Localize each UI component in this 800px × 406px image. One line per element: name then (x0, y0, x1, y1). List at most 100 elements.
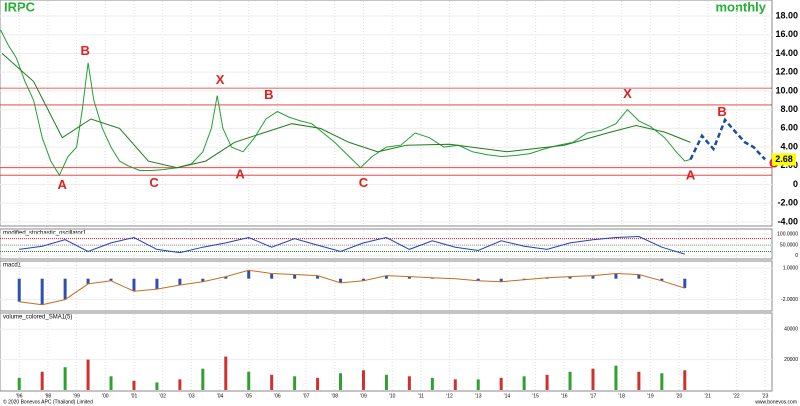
volume-bar (17, 377, 21, 390)
macd-bar (316, 275, 320, 279)
volume-bar (384, 374, 388, 390)
volume-bar (339, 373, 343, 390)
x-tick-label: '17 (590, 393, 597, 399)
x-tick-label: '14 (504, 393, 511, 399)
macd-bar (178, 278, 182, 285)
x-tick-label: '13 (475, 393, 482, 399)
y-tick-label: 0 (795, 253, 798, 259)
macd-bar (476, 278, 480, 281)
x-tick-label: '05 (245, 393, 252, 399)
y-tick-label: 18.00 (775, 10, 798, 20)
macd-bar (86, 278, 90, 284)
macd-bar (109, 278, 113, 281)
volume-bar (683, 370, 687, 390)
volume-panel (0, 312, 773, 392)
wave-label: C (149, 175, 159, 190)
panel-label: macd1 (3, 263, 22, 269)
wave-label: B (717, 104, 726, 119)
volume-bar (201, 368, 205, 390)
volume-bar (361, 370, 365, 390)
stochastic-line (19, 235, 685, 255)
y-tick-label: 50.0000 (780, 242, 798, 248)
y-tick-label: 8.00 (780, 104, 798, 114)
x-tick-label: '07 (303, 393, 310, 399)
volume-bar (224, 356, 228, 390)
footer: © 2020 Bonevos APC (Thailand) Limited (3, 398, 93, 405)
volume-bar (316, 377, 320, 390)
y-tick-label: -4.00 (777, 216, 798, 226)
footer-link: www.bonevos.com (755, 399, 797, 405)
macd-bar (637, 274, 641, 279)
x-tick-label: '16 (561, 393, 568, 399)
y-tick-label: 20000 (784, 357, 798, 363)
volume-bar (522, 376, 526, 390)
volume-bar (155, 382, 159, 390)
wave-label: B (264, 87, 273, 102)
x-tick-label: '96 (16, 393, 23, 399)
macd-bar (132, 278, 136, 292)
x-tick-label: '99 (73, 393, 80, 399)
chart-subtitle: monthly (715, 0, 766, 14)
volume-bar (247, 371, 251, 390)
macd-bar (40, 278, 44, 305)
y-tick-label: 4.00 (780, 141, 798, 151)
macd-bar (155, 278, 159, 290)
volume-bar (293, 376, 297, 390)
wave-label: X (216, 72, 225, 87)
x-tick-label: '21 (704, 393, 711, 399)
volume-bar (591, 368, 595, 390)
volume-bar (568, 371, 572, 390)
macd-bar (499, 278, 503, 282)
main-panel (0, 0, 773, 227)
macd-bar (361, 278, 365, 281)
price-tag (772, 153, 796, 166)
macd-bar (568, 276, 572, 279)
x-tick-label: '08 (332, 393, 339, 399)
macd-bar (339, 278, 343, 283)
macd-bar (201, 278, 205, 282)
macd-panel (0, 260, 773, 312)
macd-bar (293, 274, 297, 279)
volume-bar (270, 374, 274, 390)
y-tick-label: 40000 (784, 327, 798, 333)
wave-label: A (58, 177, 68, 192)
stochastic-panel (0, 228, 773, 260)
volume-bar (476, 379, 480, 390)
macd-bar (683, 278, 687, 289)
price-line (0, 29, 691, 177)
panel-label: modified_stochastic_oscillator1 (3, 231, 87, 237)
macd-bar (63, 278, 67, 300)
x-tick-label: '15 (532, 393, 539, 399)
volume-bar (453, 379, 457, 390)
y-tick-label: 14.00 (775, 48, 798, 58)
macd-bar (384, 275, 388, 279)
x-tick-label: '03 (188, 393, 195, 399)
x-tick-label: '02 (159, 393, 166, 399)
volume-bar (132, 380, 136, 390)
volume-bar (545, 374, 549, 390)
volume-bar (63, 367, 67, 390)
x-tick-label: '20 (676, 393, 683, 399)
x-tick-label: '19 (647, 393, 654, 399)
y-tick-label: 0 (793, 179, 798, 189)
volume-bar (430, 377, 434, 390)
x-tick-label: '22 (733, 393, 740, 399)
y-tick-label: 1.0000 (783, 266, 799, 272)
macd-bar (660, 278, 664, 281)
x-tick-label: '01 (131, 393, 138, 399)
volume-bar (637, 371, 641, 390)
price-tag-label: 2.68 (775, 154, 793, 164)
chart-title: IRPC (4, 0, 36, 14)
y-tick-label: 16.00 (775, 29, 798, 39)
macd-bar (407, 276, 411, 279)
x-tick-label: '18 (618, 393, 625, 399)
wave-label: B (81, 43, 90, 58)
wave-label: X (623, 86, 632, 101)
macd-bar (591, 275, 595, 279)
y-tick-label: 10.00 (775, 85, 798, 95)
x-tick-label: '06 (274, 393, 281, 399)
wave-label: A (686, 168, 696, 183)
volume-bar (407, 376, 411, 390)
volume-bar (499, 377, 503, 390)
